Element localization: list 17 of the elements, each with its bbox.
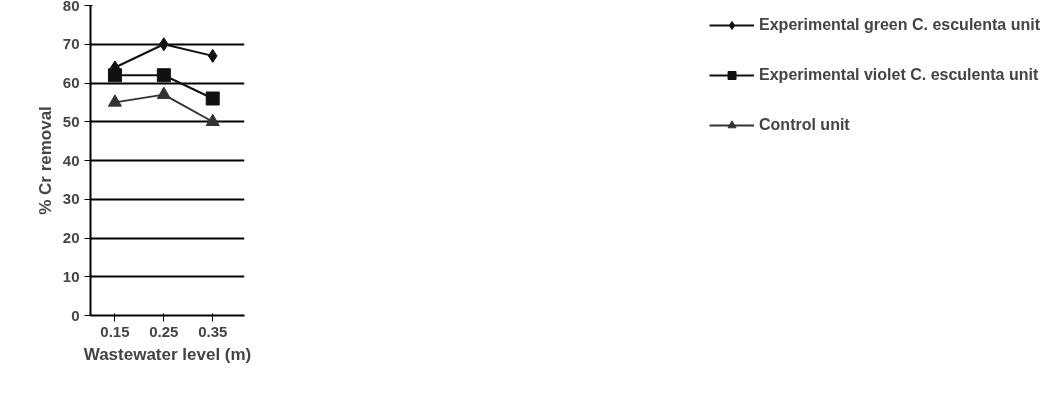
x-axis-title: Wastewater level (m)	[83, 344, 252, 364]
legend-label: Experimental violet C. esculenta unit	[759, 66, 1039, 84]
legend-label: Experimental green C. esculenta unit	[759, 16, 1040, 34]
y-tick-label: 50	[62, 112, 80, 130]
x-tick-label: 0.15	[100, 322, 130, 340]
y-tick-label: 0	[71, 306, 80, 324]
legend-label: Control unit	[759, 116, 851, 134]
x-tick-label: 0.25	[149, 322, 179, 340]
x-tick-label: 0.35	[198, 322, 228, 340]
y-tick-label: 80	[62, 0, 80, 14]
y-tick-label: 30	[62, 190, 80, 208]
y-axis-title: % Cr removal	[35, 106, 55, 215]
y-tick-label: 10	[62, 267, 80, 285]
y-tick-label: 70	[62, 35, 80, 53]
y-tick-label: 40	[62, 151, 80, 169]
y-tick-label: 60	[62, 74, 80, 91]
y-tick-label: 20	[62, 229, 80, 246]
